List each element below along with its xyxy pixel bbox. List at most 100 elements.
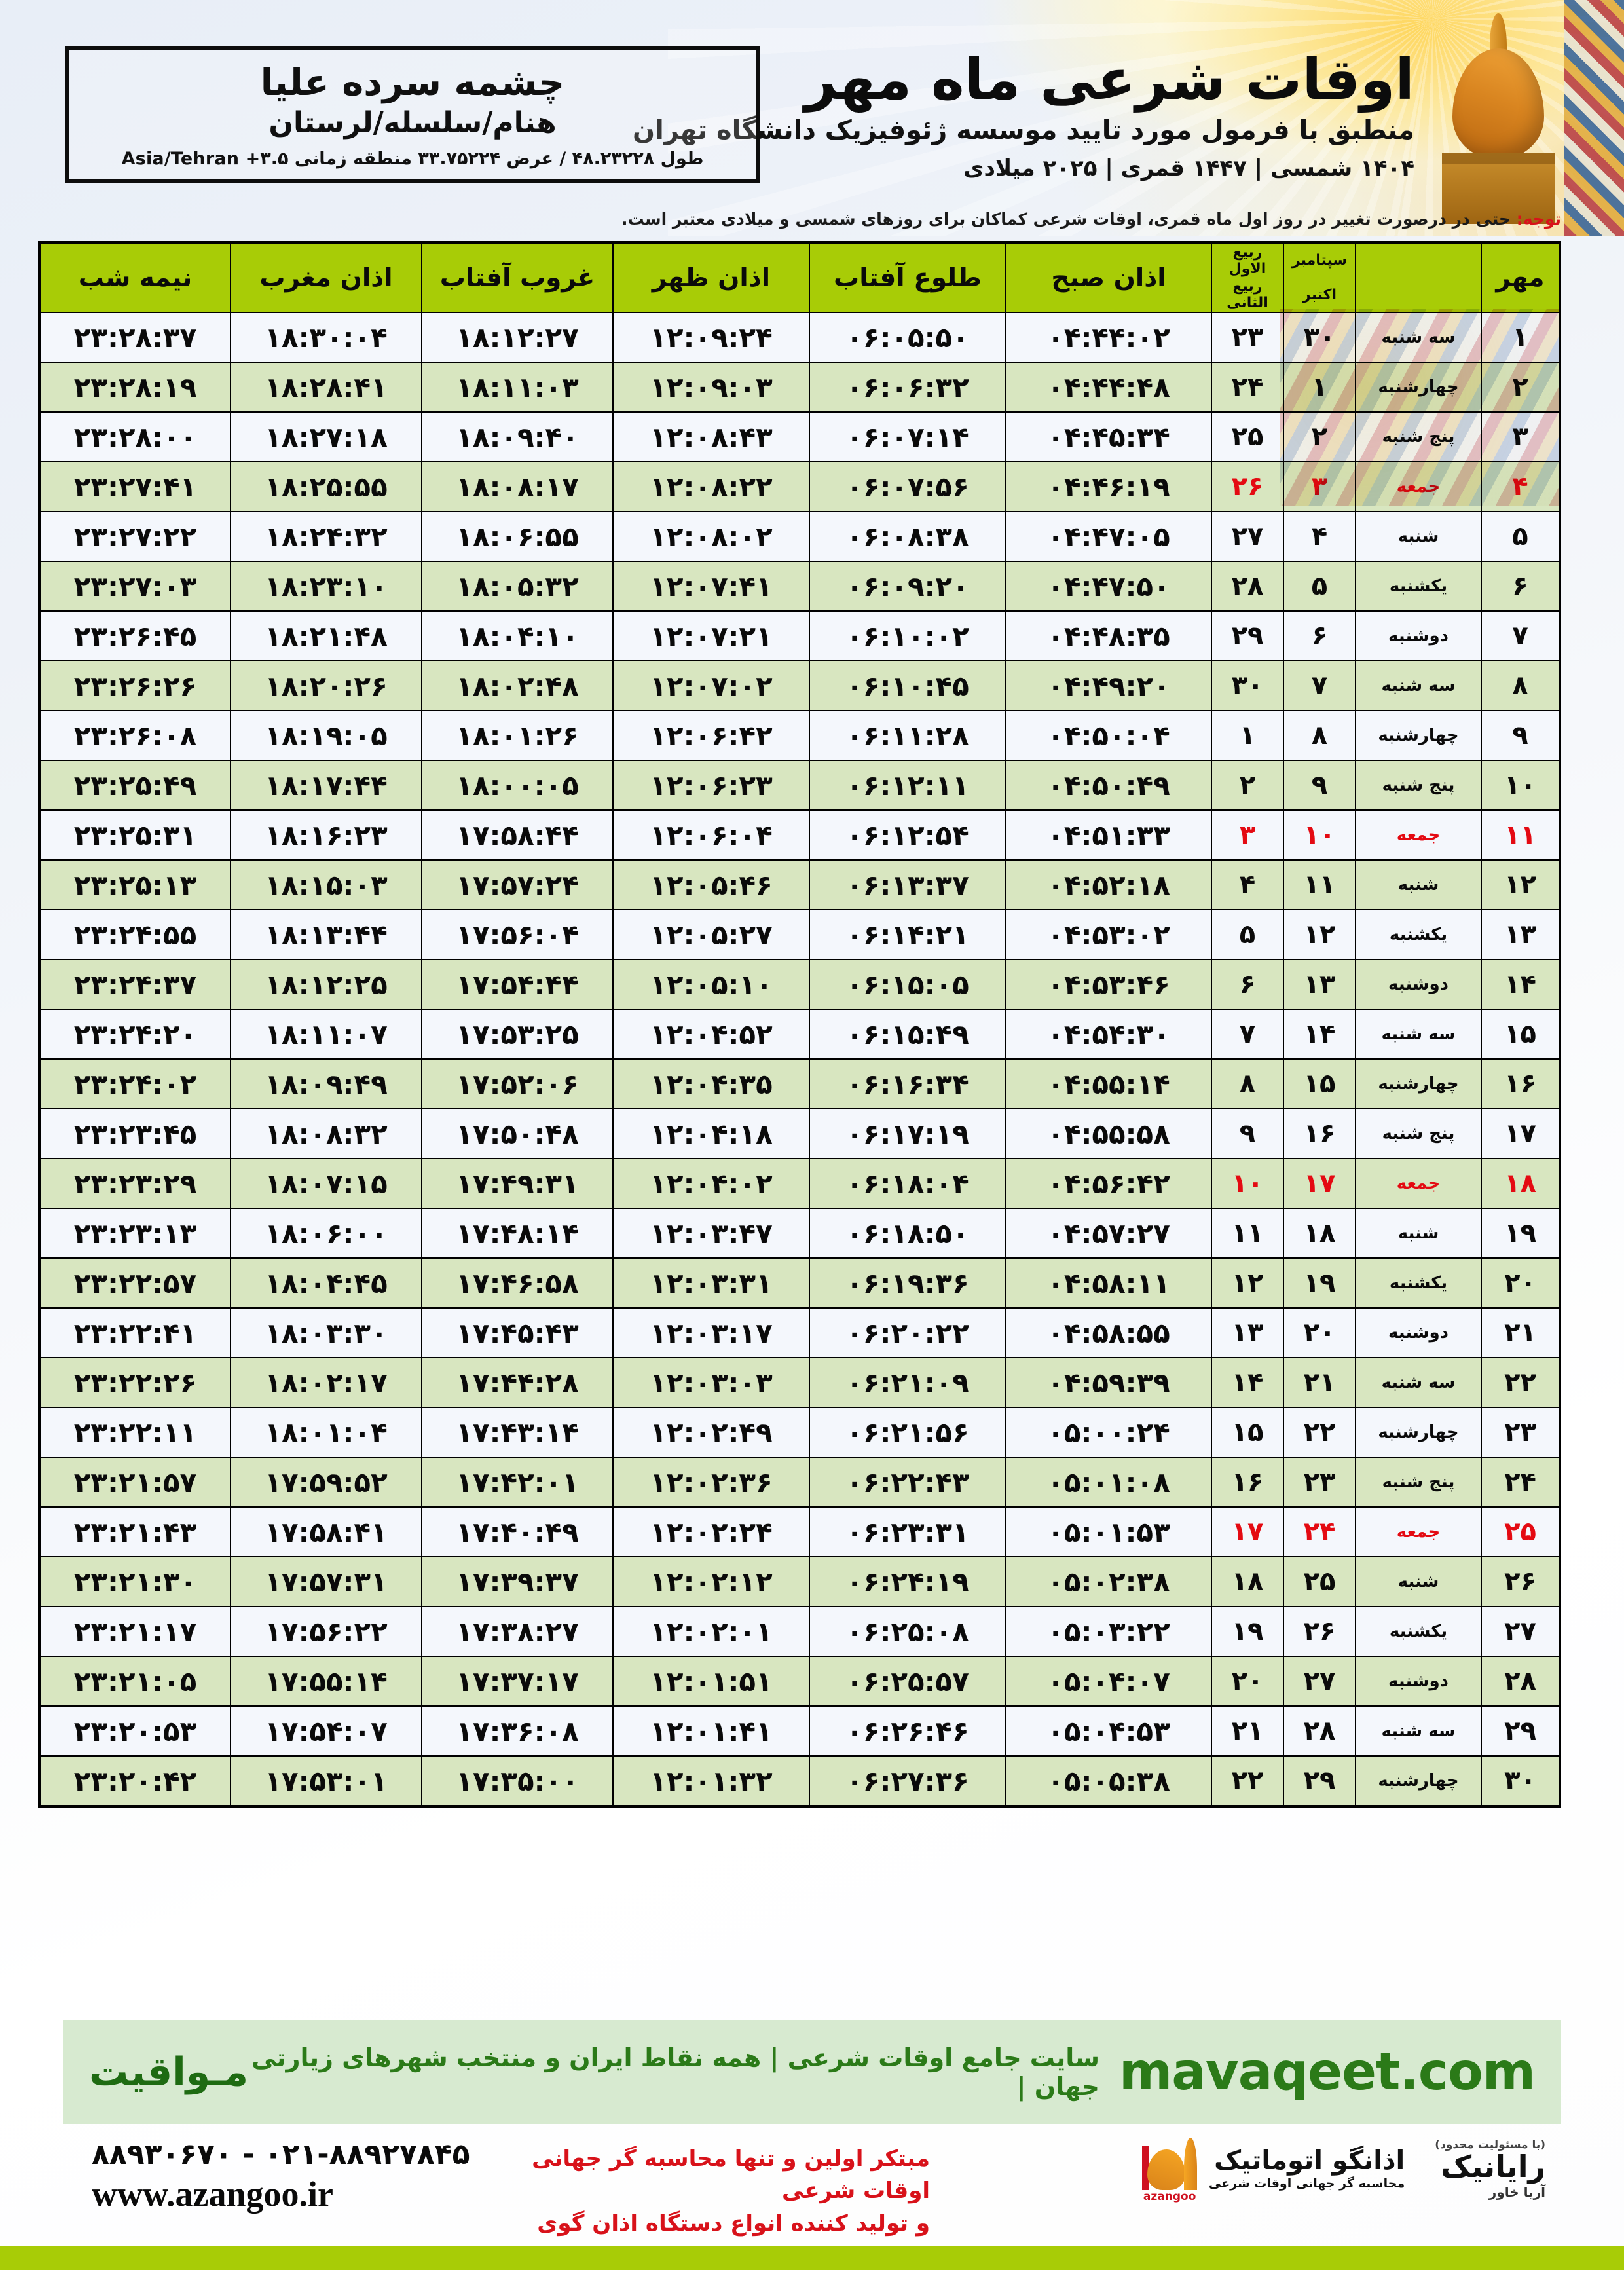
cell-sobh: ۰۴:۴۹:۲۰ xyxy=(1005,660,1212,711)
table-row: ۲۴ پنج شنبه ۲۳ ۱۶ ۰۵:۰۱:۰۸ ۰۶:۲۲:۴۳ ۱۲:۰۲:۳۶ ۱۷… xyxy=(39,1457,1560,1508)
cell-maghreb: ۱۸:۰۴:۴۵ xyxy=(230,1257,422,1309)
cell-sobh: ۰۵:۰۵:۳۸ xyxy=(1005,1755,1212,1807)
cell-hijri: ۹ xyxy=(1211,1108,1284,1159)
cell-mehr: ۸ xyxy=(1481,660,1560,711)
table-row: ۱۱ جمعه ۱۰ ۳ ۰۴:۵۱:۳۳ ۰۶:۱۲:۵۴ ۱۲:۰۶:۰۴ ۱۷:۵۸:۴… xyxy=(39,809,1560,861)
table-row: ۲۹ سه شنبه ۲۸ ۲۱ ۰۵:۰۴:۵۳ ۰۶:۲۶:۴۶ ۱۲:۰۱:۴۱ ۱۷:… xyxy=(39,1705,1560,1757)
cell-sobh: ۰۵:۰۴:۵۳ xyxy=(1005,1705,1212,1757)
cell-ghorub: ۱۷:۳۹:۳۷ xyxy=(421,1556,614,1607)
cell-nime: ۲۳:۲۵:۳۱ xyxy=(39,809,231,861)
footer-logos: (با مسئولیت محدود) رایانیک آریا خاور اذا… xyxy=(1138,2135,1545,2203)
cell-maghreb: ۱۸:۰۲:۱۷ xyxy=(230,1357,422,1408)
table-row: ۳ پنج شنبه ۲ ۲۵ ۰۴:۴۵:۳۴ ۰۶:۰۷:۱۴ ۱۲:۰۸:۴۳ ۱۸:۰… xyxy=(39,411,1560,462)
cell-zohr: ۱۲:۰۶:۰۴ xyxy=(612,809,810,861)
cell-tolu: ۰۶:۱۸:۰۴ xyxy=(809,1158,1006,1209)
cell-zohr: ۱۲:۰۷:۲۱ xyxy=(612,610,810,661)
cell-ghorub: ۱۸:۰۰:۰۵ xyxy=(421,760,614,811)
contact-block: ۰۲۱-۸۸۹۲۷۸۴۵ - ۸۸۹۳۰۶۷۰ www.azangoo.ir xyxy=(92,2138,470,2214)
cell-maghreb: ۱۸:۱۹:۰۵ xyxy=(230,710,422,761)
cell-nime: ۲۳:۲۸:۱۹ xyxy=(39,362,231,413)
cell-tolu: ۰۶:۱۸:۵۰ xyxy=(809,1208,1006,1259)
table-row: ۱۰ پنج شنبه ۹ ۲ ۰۴:۵۰:۴۹ ۰۶:۱۲:۱۱ ۱۲:۰۶:۲۳ ۱۸:۰… xyxy=(39,760,1560,811)
cell-zohr: ۱۲:۰۸:۴۳ xyxy=(612,411,810,462)
cell-zohr: ۱۲:۰۳:۰۳ xyxy=(612,1357,810,1408)
table-row: ۱۳ یکشنبه ۱۲ ۵ ۰۴:۵۳:۰۲ ۰۶:۱۴:۲۱ ۱۲:۰۵:۲۷ ۱۷:۵۶… xyxy=(39,909,1560,960)
cell-greg: ۱۱ xyxy=(1283,859,1356,910)
cell-maghreb: ۱۸:۲۵:۵۵ xyxy=(230,461,422,512)
cell-greg: ۳۰ xyxy=(1283,312,1356,363)
cell-zohr: ۱۲:۰۱:۳۲ xyxy=(612,1755,810,1807)
cell-ghorub: ۱۷:۵۳:۲۵ xyxy=(421,1009,614,1060)
cell-weekday: جمعه xyxy=(1355,1158,1482,1209)
cell-mehr: ۲۱ xyxy=(1481,1307,1560,1358)
cell-mehr: ۱۴ xyxy=(1481,959,1560,1010)
azangoo-logo: اذانگو اتوماتیک محاسبه گر جهانی اوقات شر… xyxy=(1138,2135,1405,2203)
cell-ghorub: ۱۷:۵۰:۴۸ xyxy=(421,1108,614,1159)
cell-ghorub: ۱۷:۳۵:۰۰ xyxy=(421,1755,614,1807)
cell-weekday: سه شنبه xyxy=(1355,1009,1482,1060)
cell-sobh: ۰۴:۴۷:۵۰ xyxy=(1005,561,1212,612)
cell-mehr: ۲۲ xyxy=(1481,1357,1560,1408)
cell-maghreb: ۱۸:۰۱:۰۴ xyxy=(230,1407,422,1458)
cell-nime: ۲۳:۲۶:۲۶ xyxy=(39,660,231,711)
table-row: ۷ دوشنبه ۶ ۲۹ ۰۴:۴۸:۳۵ ۰۶:۱۰:۰۲ ۱۲:۰۷:۲۱ ۱۸:۰۴:… xyxy=(39,610,1560,661)
footer-banner: mavaqeet.com سایت جامع اوقات شرعی | همه … xyxy=(63,2020,1561,2124)
cell-mehr: ۱۷ xyxy=(1481,1108,1560,1159)
cell-zohr: ۱۲:۰۱:۴۱ xyxy=(612,1705,810,1757)
cell-ghorub: ۱۸:۰۸:۱۷ xyxy=(421,461,614,512)
cell-ghorub: ۱۸:۰۶:۵۵ xyxy=(421,511,614,562)
cell-nime: ۲۳:۲۷:۲۲ xyxy=(39,511,231,562)
cell-zohr: ۱۲:۰۲:۳۶ xyxy=(612,1457,810,1508)
cell-sobh: ۰۴:۵۳:۰۲ xyxy=(1005,909,1212,960)
cell-maghreb: ۱۷:۵۴:۰۷ xyxy=(230,1705,422,1757)
cell-hijri: ۲۲ xyxy=(1211,1755,1284,1807)
cell-hijri: ۳ xyxy=(1211,809,1284,861)
cell-hijri: ۱۶ xyxy=(1211,1457,1284,1508)
cell-sobh: ۰۴:۴۴:۴۸ xyxy=(1005,362,1212,413)
tile-pattern-decoration xyxy=(1564,0,1624,236)
cell-hijri: ۱۲ xyxy=(1211,1257,1284,1309)
cell-weekday: چهارشنبه xyxy=(1355,1058,1482,1109)
cell-zohr: ۱۲:۰۳:۱۷ xyxy=(612,1307,810,1358)
cell-tolu: ۰۶:۱۳:۳۷ xyxy=(809,859,1006,910)
table-row: ۲۰ یکشنبه ۱۹ ۱۲ ۰۴:۵۸:۱۱ ۰۶:۱۹:۳۶ ۱۲:۰۳:۳۱ ۱۷:۴… xyxy=(39,1257,1560,1309)
cell-nime: ۲۳:۲۱:۰۵ xyxy=(39,1656,231,1707)
cell-ghorub: ۱۸:۱۲:۲۷ xyxy=(421,312,614,363)
cell-weekday: یکشنبه xyxy=(1355,909,1482,960)
cell-hijri: ۱۰ xyxy=(1211,1158,1284,1209)
cell-ghorub: ۱۷:۵۶:۰۴ xyxy=(421,909,614,960)
cell-mehr: ۱۲ xyxy=(1481,859,1560,910)
cell-tolu: ۰۶:۲۴:۱۹ xyxy=(809,1556,1006,1607)
cell-greg: ۹ xyxy=(1283,760,1356,811)
cell-tolu: ۰۶:۱۹:۳۶ xyxy=(809,1257,1006,1309)
cell-nime: ۲۳:۲۲:۲۶ xyxy=(39,1357,231,1408)
contact-phone: ۰۲۱-۸۸۹۲۷۸۴۵ - ۸۸۹۳۰۶۷۰ xyxy=(92,2138,470,2171)
location-city: چشمه سرده علیا xyxy=(260,61,565,104)
col-header-weekday xyxy=(1355,242,1482,313)
footer-site-url[interactable]: mavaqeet.com xyxy=(1118,2043,1536,2102)
table-row: ۱۹ شنبه ۱۸ ۱۱ ۰۴:۵۷:۲۷ ۰۶:۱۸:۵۰ ۱۲:۰۳:۴۷ ۱۷:۴۸:… xyxy=(39,1208,1560,1259)
cell-maghreb: ۱۸:۰۷:۱۵ xyxy=(230,1158,422,1209)
cell-zohr: ۱۲:۰۲:۰۱ xyxy=(612,1606,810,1657)
cell-greg: ۲ xyxy=(1283,411,1356,462)
col-header-dhuhr: اذان ظهر xyxy=(612,242,810,313)
cell-sobh: ۰۴:۵۸:۵۵ xyxy=(1005,1307,1212,1358)
rayanik-logo-note: (با مسئولیت محدود) xyxy=(1435,2138,1545,2151)
cell-zohr: ۱۲:۰۵:۱۰ xyxy=(612,959,810,1010)
cell-nime: ۲۳:۲۰:۴۲ xyxy=(39,1755,231,1807)
cell-maghreb: ۱۸:۰۹:۴۹ xyxy=(230,1058,422,1109)
table-body: ۱ سه شنبه ۳۰ ۲۳ ۰۴:۴۴:۰۲ ۰۶:۰۵:۵۰ ۱۲:۰۹:۲۴ ۱۸:۱… xyxy=(39,312,1560,1807)
table-row: ۲۵ جمعه ۲۴ ۱۷ ۰۵:۰۱:۵۳ ۰۶:۲۳:۳۱ ۱۲:۰۲:۲۴ ۱۷:۴۰:… xyxy=(39,1506,1560,1557)
cell-ghorub: ۱۸:۱۱:۰۳ xyxy=(421,362,614,413)
cell-ghorub: ۱۷:۳۷:۱۷ xyxy=(421,1656,614,1707)
cell-hijri: ۲۹ xyxy=(1211,610,1284,661)
cell-ghorub: ۱۷:۴۶:۵۸ xyxy=(421,1257,614,1309)
cell-tolu: ۰۶:۰۹:۲۰ xyxy=(809,561,1006,612)
col-header-sunset: غروب آفتاب xyxy=(421,242,614,313)
cell-weekday: چهارشنبه xyxy=(1355,1407,1482,1458)
cell-weekday: پنج شنبه xyxy=(1355,760,1482,811)
cell-sobh: ۰۵:۰۲:۳۸ xyxy=(1005,1556,1212,1607)
contact-website[interactable]: www.azangoo.ir xyxy=(92,2174,333,2214)
cell-nime: ۲۳:۲۲:۵۷ xyxy=(39,1257,231,1309)
